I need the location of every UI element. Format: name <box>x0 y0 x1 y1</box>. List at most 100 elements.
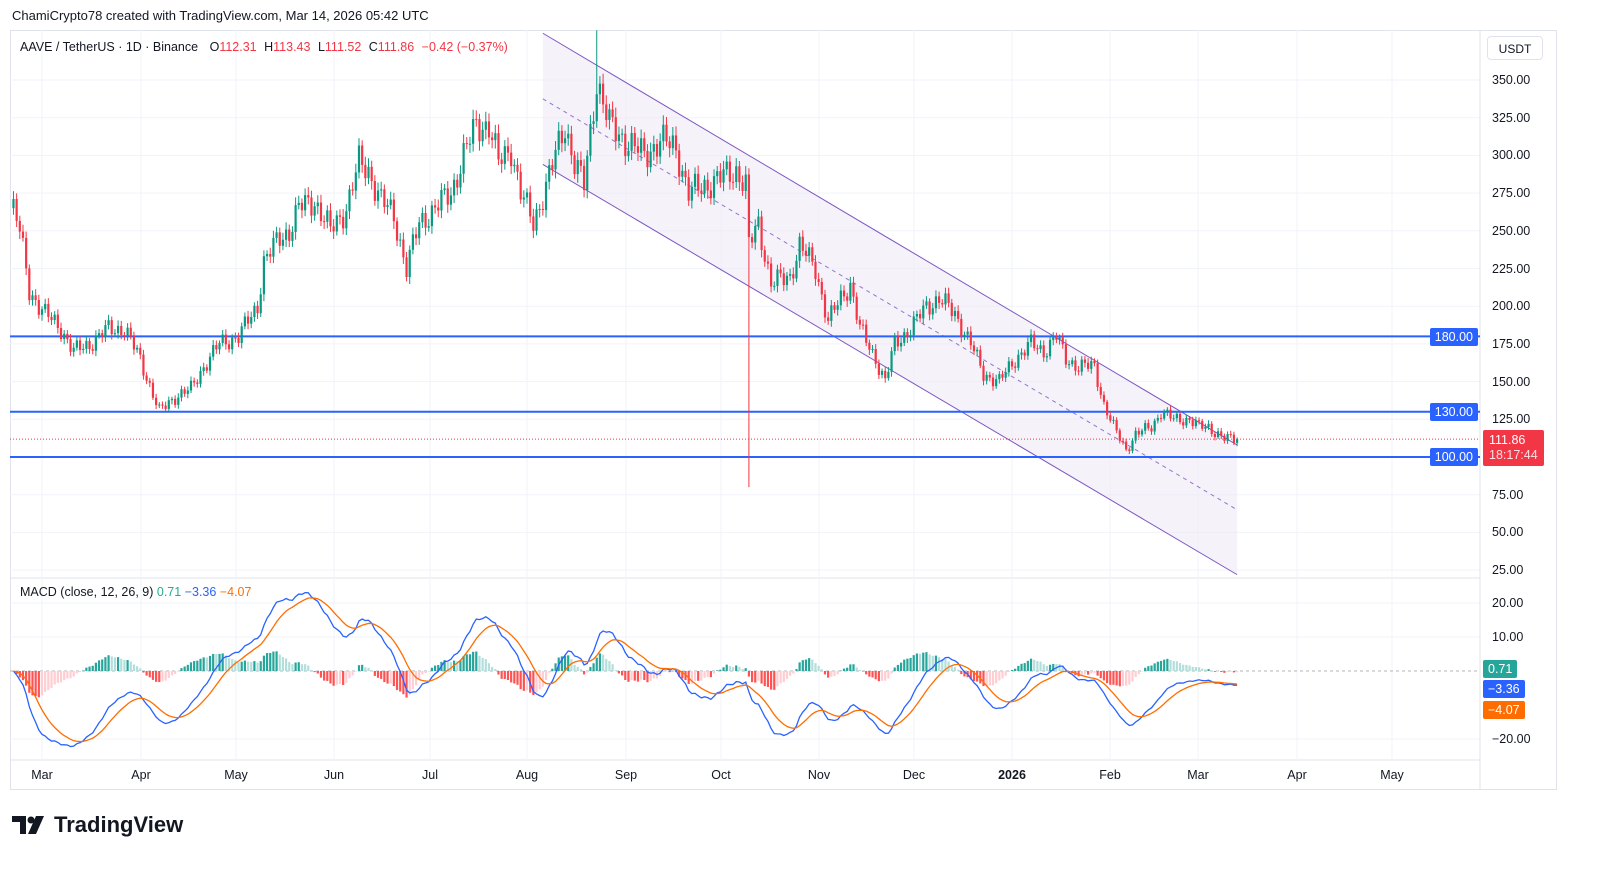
candle-body <box>861 324 865 326</box>
macd-histogram-bar <box>750 671 754 683</box>
candle-body <box>896 336 899 347</box>
candle-body <box>386 205 389 208</box>
macd-histogram-bar <box>237 662 240 671</box>
macd-histogram-bar <box>34 671 37 697</box>
macd-histogram-bar <box>928 654 931 671</box>
candle-body <box>196 382 199 384</box>
currency-unit-button[interactable]: USDT <box>1487 36 1543 60</box>
macd-histogram-bar <box>63 671 66 681</box>
macd-histogram-bar <box>50 671 53 688</box>
price-tick: 75.00 <box>1492 487 1524 502</box>
tradingview-logo[interactable]: TradingView <box>12 812 183 838</box>
macd-histogram-bar <box>706 671 709 678</box>
macd-histogram-bar <box>770 671 773 690</box>
macd-histogram-bar <box>189 662 193 671</box>
candle-body <box>186 390 189 394</box>
macd-histogram-bar <box>525 671 529 691</box>
macd-histogram-bar <box>392 671 395 687</box>
level-tag-180: 180.00 <box>1429 328 1478 346</box>
candle-body <box>139 347 142 355</box>
macd-histogram-bar <box>193 661 196 671</box>
macd-histogram-bar <box>418 671 421 680</box>
macd-histogram-bar <box>208 655 212 671</box>
candle-body <box>950 302 953 317</box>
candle-body <box>1150 428 1153 432</box>
candle-body <box>979 349 982 366</box>
candle-body <box>693 173 697 187</box>
macd-histogram-bar <box>551 668 554 671</box>
macd-histogram-bar <box>573 664 576 671</box>
macd-histogram-bar <box>963 671 966 677</box>
macd-histogram-bar <box>395 671 399 691</box>
macd-histogram-bar <box>265 653 269 671</box>
macd-histogram-bar <box>538 671 541 690</box>
macd-histogram-bar <box>1182 664 1185 671</box>
macd-histogram-bar <box>922 652 925 671</box>
macd-histogram-bar <box>1090 671 1093 674</box>
candle-body <box>855 296 858 320</box>
macd-histogram-bar <box>893 667 896 671</box>
candle-body <box>833 305 836 310</box>
candle-body <box>82 348 85 351</box>
macd-histogram-bar <box>142 671 145 673</box>
symbol-name[interactable]: AAVE / TetherUS · 1D · Binance <box>20 40 199 54</box>
candle-body <box>110 320 113 335</box>
macd-histogram-bar <box>627 671 630 682</box>
candle-body <box>757 216 760 226</box>
macd-histogram-bar <box>548 671 551 673</box>
macd-histogram-bar <box>145 671 148 676</box>
macd-title[interactable]: MACD (close, 12, 26, 9) <box>20 585 154 599</box>
macd-histogram-bar <box>1080 671 1083 675</box>
candle-body <box>91 349 94 351</box>
level-tag-100: 100.00 <box>1429 448 1478 466</box>
macd-histogram-bar <box>849 664 852 671</box>
macd-histogram-bar <box>541 671 544 687</box>
macd-histogram-bar <box>709 671 712 678</box>
candle-body <box>782 273 785 286</box>
macd-histogram-bar <box>1036 661 1039 671</box>
candle-body <box>392 199 395 222</box>
candle-body <box>709 190 712 198</box>
candle-body <box>716 171 719 177</box>
macd-histogram-bar <box>69 671 72 679</box>
candle-body <box>712 176 716 198</box>
price-tick: 50.00 <box>1492 525 1524 540</box>
candle-body <box>370 166 373 182</box>
candle-body <box>567 133 570 139</box>
candle-body <box>345 211 348 229</box>
close-label: C <box>368 40 378 54</box>
macd-histogram-bar <box>744 668 747 671</box>
candle-body <box>199 371 202 384</box>
macd-histogram-bar <box>1010 670 1014 671</box>
time-tick: 2026 <box>998 768 1026 782</box>
candle-body <box>97 333 101 336</box>
macd-histogram-bar <box>288 662 291 671</box>
macd-histogram-bar <box>1156 661 1159 671</box>
macd-histogram-bar <box>161 671 164 682</box>
macd-histogram-bar <box>1106 671 1109 684</box>
candle-body <box>1020 352 1023 355</box>
candle-body <box>668 141 671 149</box>
macd-histogram-bar <box>1023 663 1026 671</box>
macd-tick: −20.00 <box>1492 732 1531 746</box>
candle-body <box>1144 423 1147 431</box>
candle-body <box>735 166 738 182</box>
macd-histogram-bar <box>1033 659 1036 671</box>
candle-body <box>18 220 21 232</box>
candle-body <box>408 249 411 278</box>
candle-body <box>760 216 763 251</box>
time-tick: Oct <box>711 768 731 782</box>
candle-body <box>288 229 291 241</box>
candle-body <box>1087 362 1090 369</box>
macd-histogram-bar <box>953 667 957 671</box>
macd-histogram-bar <box>1039 661 1042 671</box>
candle-body <box>554 149 557 170</box>
candle-body <box>259 294 262 314</box>
candle-body <box>47 303 50 317</box>
macd-histogram-bar <box>101 659 104 671</box>
candle-body <box>376 190 380 201</box>
macd-histogram-bar <box>297 662 300 671</box>
candle-body <box>652 144 655 152</box>
macd-histogram-bar <box>364 667 367 671</box>
